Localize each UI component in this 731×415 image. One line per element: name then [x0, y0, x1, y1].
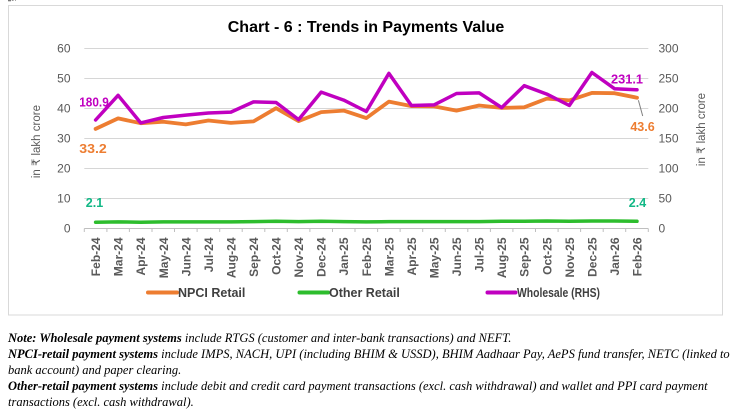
svg-text:Sep-25: Sep-25: [518, 237, 532, 277]
svg-text:0: 0: [64, 222, 71, 236]
svg-text:Nov-25: Nov-25: [563, 237, 577, 277]
svg-text:250: 250: [659, 72, 679, 86]
svg-text:2.4: 2.4: [629, 196, 646, 210]
svg-text:Aug-25: Aug-25: [495, 237, 509, 278]
svg-text:300: 300: [659, 42, 679, 56]
svg-text:Chart - 6 : Trends in Payments: Chart - 6 : Trends in Payments Value: [228, 19, 505, 36]
svg-text:Wholesale (RHS): Wholesale (RHS): [517, 286, 600, 300]
svg-text:150: 150: [659, 132, 679, 146]
svg-text:60: 60: [57, 42, 71, 56]
svg-text:50: 50: [659, 192, 673, 206]
svg-text:231.1: 231.1: [611, 73, 643, 87]
svg-text:Jun-25: Jun-25: [450, 237, 464, 276]
svg-text:in ₹ lakh crore: in ₹ lakh crore: [696, 93, 708, 166]
svg-text:Feb-26: Feb-26: [631, 237, 645, 276]
svg-text:20: 20: [57, 162, 71, 176]
svg-text:Dec-25: Dec-25: [585, 237, 599, 277]
svg-text:Other Retail: Other Retail: [329, 286, 400, 300]
svg-text:40: 40: [57, 102, 71, 116]
svg-text:Mar-25: Mar-25: [382, 237, 396, 276]
svg-text:43.6: 43.6: [630, 120, 654, 134]
svg-text:Apr-24: Apr-24: [134, 237, 148, 275]
svg-text:Sep-24: Sep-24: [247, 237, 261, 277]
svg-text:NPCI Retail: NPCI Retail: [178, 286, 245, 300]
svg-text:Feb-24: Feb-24: [89, 237, 103, 276]
svg-text:0: 0: [659, 222, 666, 236]
svg-text:Oct-24: Oct-24: [270, 237, 284, 275]
svg-text:10: 10: [57, 192, 71, 206]
svg-text:Jul-24: Jul-24: [202, 237, 216, 272]
svg-text:Nov-24: Nov-24: [292, 237, 306, 277]
svg-text:Oct-25: Oct-25: [540, 237, 554, 275]
svg-text:Apr-25: Apr-25: [405, 237, 419, 275]
svg-text:2.1: 2.1: [86, 196, 103, 210]
svg-text:Dec-24: Dec-24: [315, 237, 329, 277]
svg-text:180.9: 180.9: [79, 96, 109, 110]
svg-text:Aug-24: Aug-24: [224, 237, 238, 278]
svg-text:Jan-26: Jan-26: [608, 237, 622, 275]
svg-text:50: 50: [57, 72, 71, 86]
svg-text:33.2: 33.2: [79, 142, 107, 156]
svg-text:May-24: May-24: [157, 237, 171, 278]
svg-text:Feb-25: Feb-25: [360, 237, 374, 276]
svg-text:Jan-25: Jan-25: [337, 237, 351, 275]
svg-text:30: 30: [57, 132, 71, 146]
svg-text:100: 100: [659, 162, 679, 176]
svg-text:Mar-24: Mar-24: [112, 237, 126, 276]
svg-text:May-25: May-25: [428, 237, 442, 278]
svg-text:Jul-25: Jul-25: [473, 237, 487, 272]
svg-text:Jun-24: Jun-24: [179, 237, 193, 276]
svg-text:in ₹ lakh crore: in ₹ lakh crore: [31, 105, 43, 178]
svg-text:200: 200: [659, 102, 679, 116]
